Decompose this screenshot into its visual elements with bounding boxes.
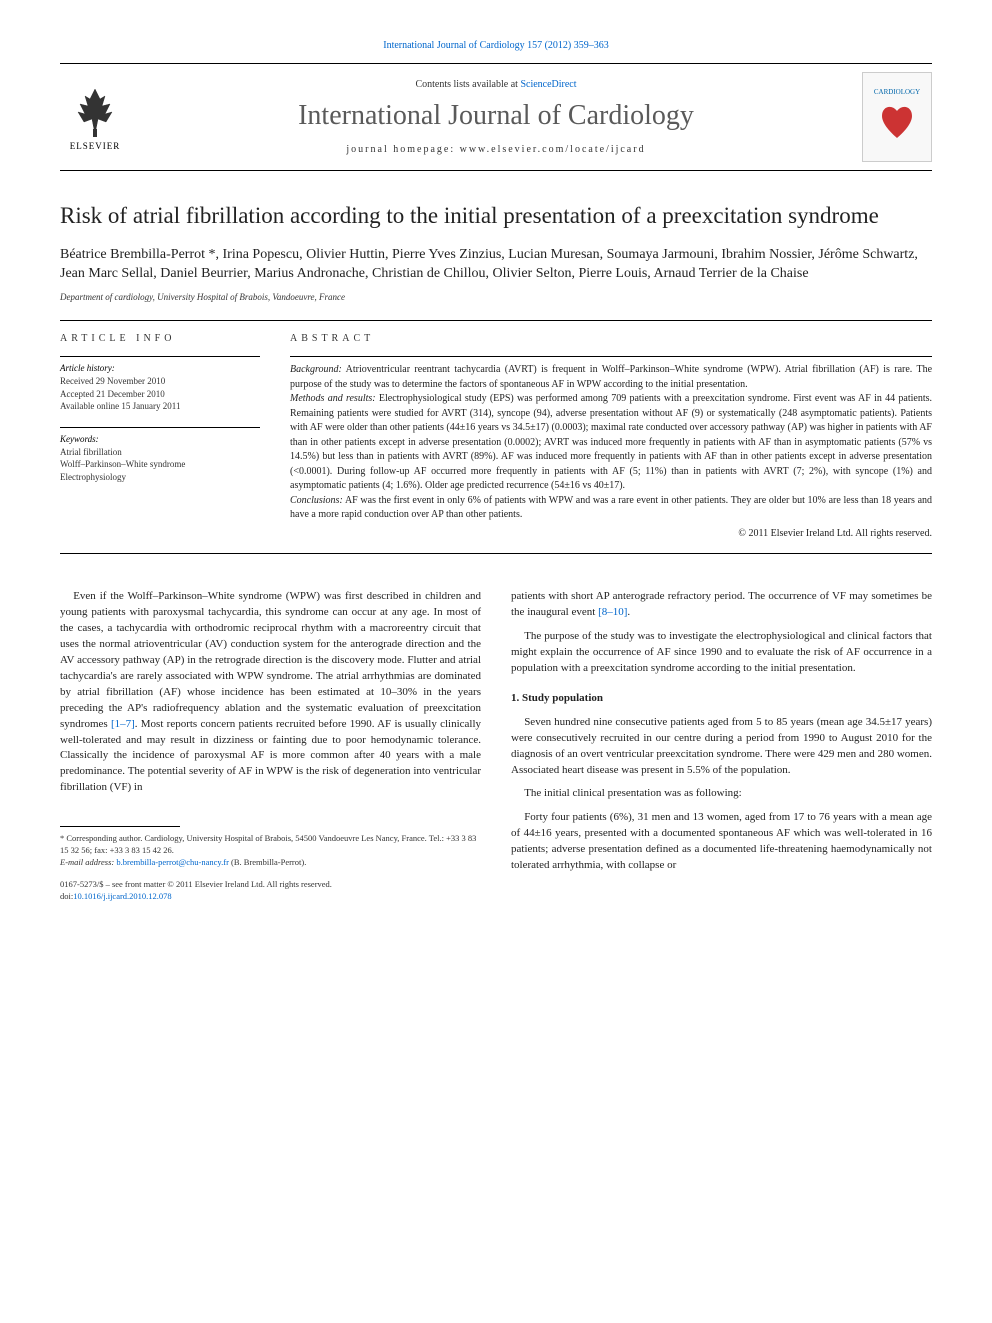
affiliation: Department of cardiology, University Hos… <box>60 292 932 302</box>
keyword-1: Atrial fibrillation <box>60 446 260 459</box>
journal-cover-thumbnail: CARDIOLOGY <box>862 72 932 162</box>
bottom-info: 0167-5273/$ – see front matter © 2011 El… <box>60 879 481 903</box>
body-right-p2: The purpose of the study was to investig… <box>511 629 932 677</box>
ref-link-8-10[interactable]: [8–10] <box>598 606 627 618</box>
body-right-p5: Forty four patients (6%), 31 men and 13 … <box>511 810 932 874</box>
journal-header: ELSEVIER Contents lists available at Sci… <box>60 63 932 171</box>
received-date: Received 29 November 2010 <box>60 375 260 388</box>
section-1-heading: 1. Study population <box>511 691 932 707</box>
divider-top <box>60 320 932 321</box>
issn-line: 0167-5273/$ – see front matter © 2011 El… <box>60 879 481 891</box>
footnote-divider <box>60 826 180 827</box>
methods-text: Electrophysiological study (EPS) was per… <box>290 393 932 491</box>
corresponding-footnote: * Corresponding author. Cardiology, Univ… <box>60 833 481 869</box>
article-info-label: ARTICLE INFO <box>60 333 260 348</box>
contents-line: Contents lists available at ScienceDirec… <box>130 79 862 90</box>
divider-bottom <box>60 553 932 554</box>
contents-prefix: Contents lists available at <box>415 79 520 90</box>
cover-heart-icon <box>877 96 917 146</box>
conclusions-text: AF was the first event in only 6% of pat… <box>290 495 932 521</box>
elsevier-text: ELSEVIER <box>70 141 121 151</box>
doi-label: doi: <box>60 891 73 901</box>
elsevier-logo: ELSEVIER <box>60 77 130 157</box>
copyright: © 2011 Elsevier Ireland Ltd. All rights … <box>290 527 932 542</box>
body-right: patients with short AP anterograde refra… <box>511 589 932 874</box>
background-text: Atrioventricular reentrant tachycardia (… <box>290 364 932 390</box>
body-right-p1b: . <box>627 606 630 618</box>
methods-label: Methods and results: <box>290 393 376 404</box>
online-date: Available online 15 January 2011 <box>60 400 260 413</box>
email-suffix: (B. Brembilla-Perrot). <box>229 857 306 867</box>
homepage-line: journal homepage: www.elsevier.com/locat… <box>130 144 862 155</box>
elsevier-tree-icon <box>70 84 120 139</box>
background-label: Background: <box>290 364 342 375</box>
cover-label: CARDIOLOGY <box>874 88 920 96</box>
body-right-p3: Seven hundred nine consecutive patients … <box>511 715 932 779</box>
authors-text: Béatrice Brembilla-Perrot *, Irina Popes… <box>60 247 918 282</box>
keyword-2: Wolff–Parkinson–White syndrome <box>60 458 260 471</box>
article-title: Risk of atrial fibrillation according to… <box>60 201 932 231</box>
sciencedirect-link[interactable]: ScienceDirect <box>520 79 576 90</box>
authors-list: Béatrice Brembilla-Perrot *, Irina Popes… <box>60 245 932 284</box>
body-right-p1a: patients with short AP anterograde refra… <box>511 590 932 618</box>
keywords-title: Keywords: <box>60 434 260 444</box>
doi-link[interactable]: 10.1016/j.ijcard.2010.12.078 <box>73 891 171 901</box>
homepage-prefix: journal homepage: <box>346 144 459 155</box>
accepted-date: Accepted 21 December 2010 <box>60 388 260 401</box>
homepage-url[interactable]: www.elsevier.com/locate/ijcard <box>460 144 646 155</box>
abstract-text: Background: Atrioventricular reentrant t… <box>290 356 932 541</box>
email-link[interactable]: b.brembilla-perrot@chu-nancy.fr <box>116 857 229 867</box>
journal-citation[interactable]: International Journal of Cardiology 157 … <box>60 40 932 51</box>
history-title: Article history: <box>60 363 260 373</box>
conclusions-label: Conclusions: <box>290 495 343 506</box>
journal-name: International Journal of Cardiology <box>130 100 862 132</box>
abstract-label: ABSTRACT <box>290 333 932 348</box>
corresponding-text: * Corresponding author. Cardiology, Univ… <box>60 833 481 857</box>
body-left: Even if the Wolff–Parkinson–White syndro… <box>60 589 481 796</box>
body-right-p4: The initial clinical presentation was as… <box>511 786 932 802</box>
keyword-3: Electrophysiology <box>60 471 260 484</box>
ref-link-1-7[interactable]: [1–7] <box>111 718 135 730</box>
email-label: E-mail address: <box>60 857 116 867</box>
body-left-p1a: Even if the Wolff–Parkinson–White syndro… <box>60 590 481 730</box>
